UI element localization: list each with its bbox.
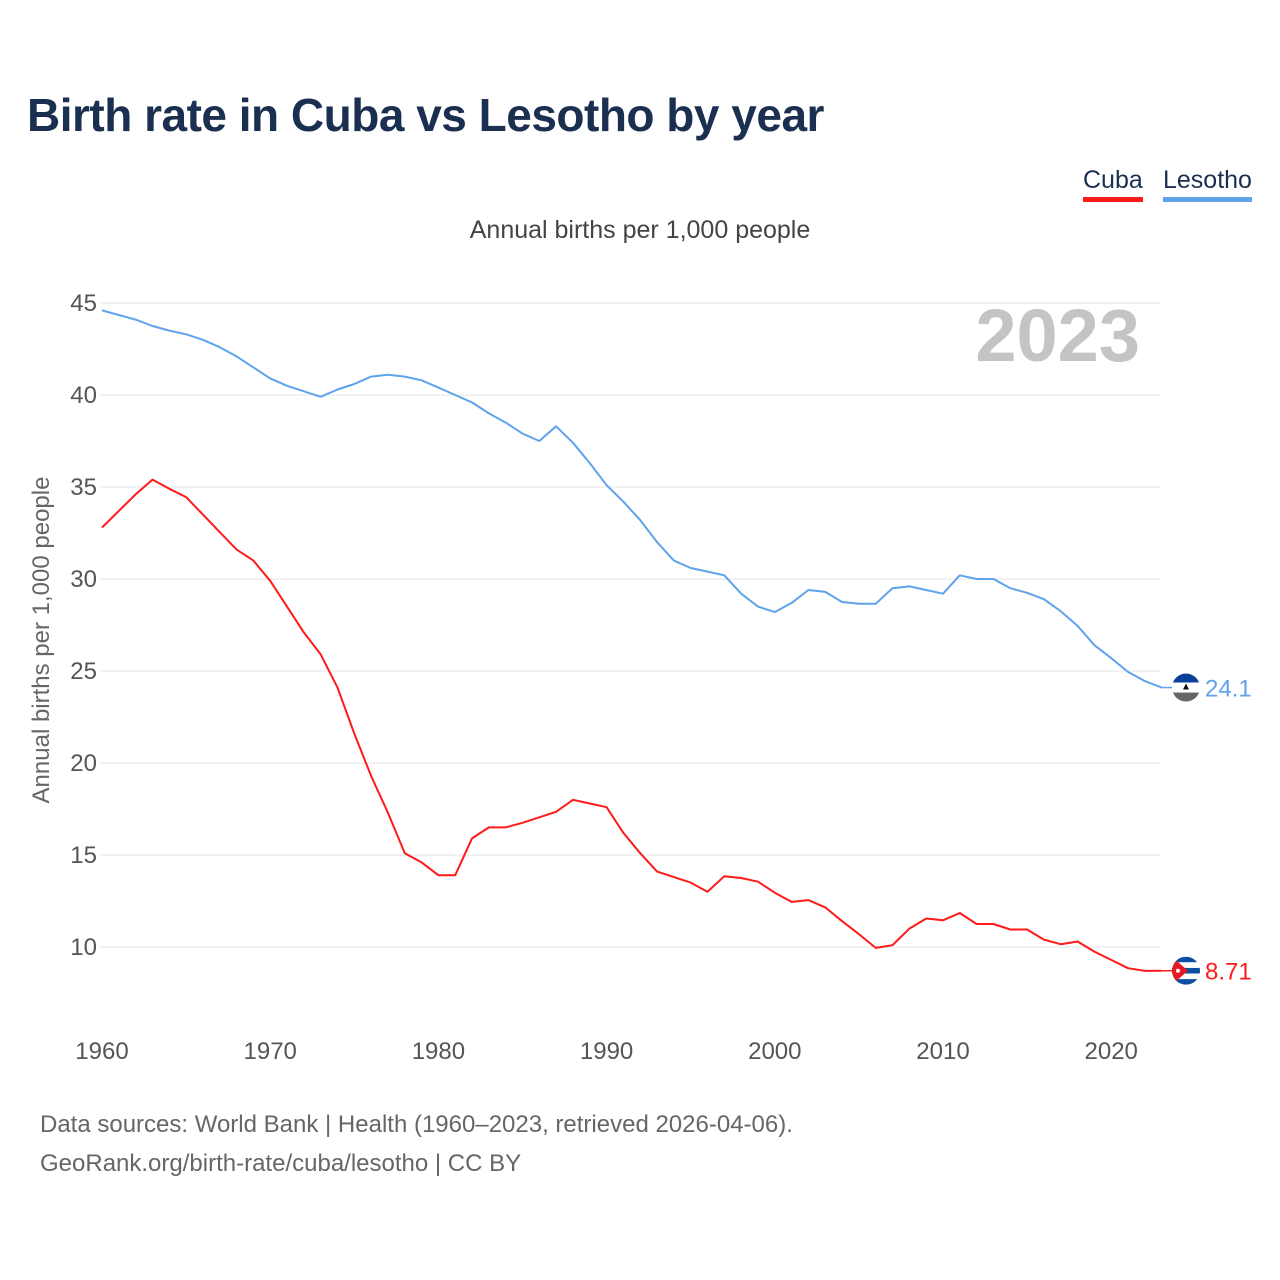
x-tick-label: 1990 [580,1038,633,1065]
y-tick-label: 20 [70,750,97,777]
x-tick-label: 2020 [1085,1038,1138,1065]
y-tick-label: 40 [70,382,97,409]
series-line-lesotho [101,309,1163,689]
y-tick-label: 15 [70,842,97,869]
y-tick-label: 45 [70,290,97,317]
chart-subtitle: Annual births per 1,000 people [469,216,811,244]
x-tick-label: 2010 [916,1038,969,1065]
x-tick-label: 1980 [412,1038,465,1065]
footer-credit[interactable]: GeoRank.org/birth-rate/cuba/lesotho | CC… [40,1150,522,1177]
end-value-label-lesotho: 24.1 [1205,676,1252,703]
legend-item-lesotho[interactable]: Lesotho [1163,166,1252,202]
x-tick-label: 2000 [748,1038,801,1065]
x-tick-label: 1970 [244,1038,297,1065]
footer-sources: Data sources: World Bank | Health (1960–… [40,1111,793,1138]
legend-item-cuba[interactable]: Cuba [1083,166,1143,202]
chart-title: Birth rate in Cuba vs Lesotho by year [27,89,824,141]
y-tick-label: 35 [70,474,97,501]
cuba-flag-icon [1172,956,1200,985]
end-value-label-cuba: 8.71 [1205,959,1252,986]
lesotho-flag-icon [1172,673,1200,702]
year-watermark: 2023 [975,294,1140,377]
y-tick-label: 10 [70,934,97,961]
series-line-cuba [101,478,1162,972]
x-tick-label: 1960 [75,1038,128,1065]
y-tick-label: 25 [70,658,97,685]
footer: Data sources: World Bank | Health (1960–… [40,1105,793,1183]
y-tick-label: 30 [70,566,97,593]
